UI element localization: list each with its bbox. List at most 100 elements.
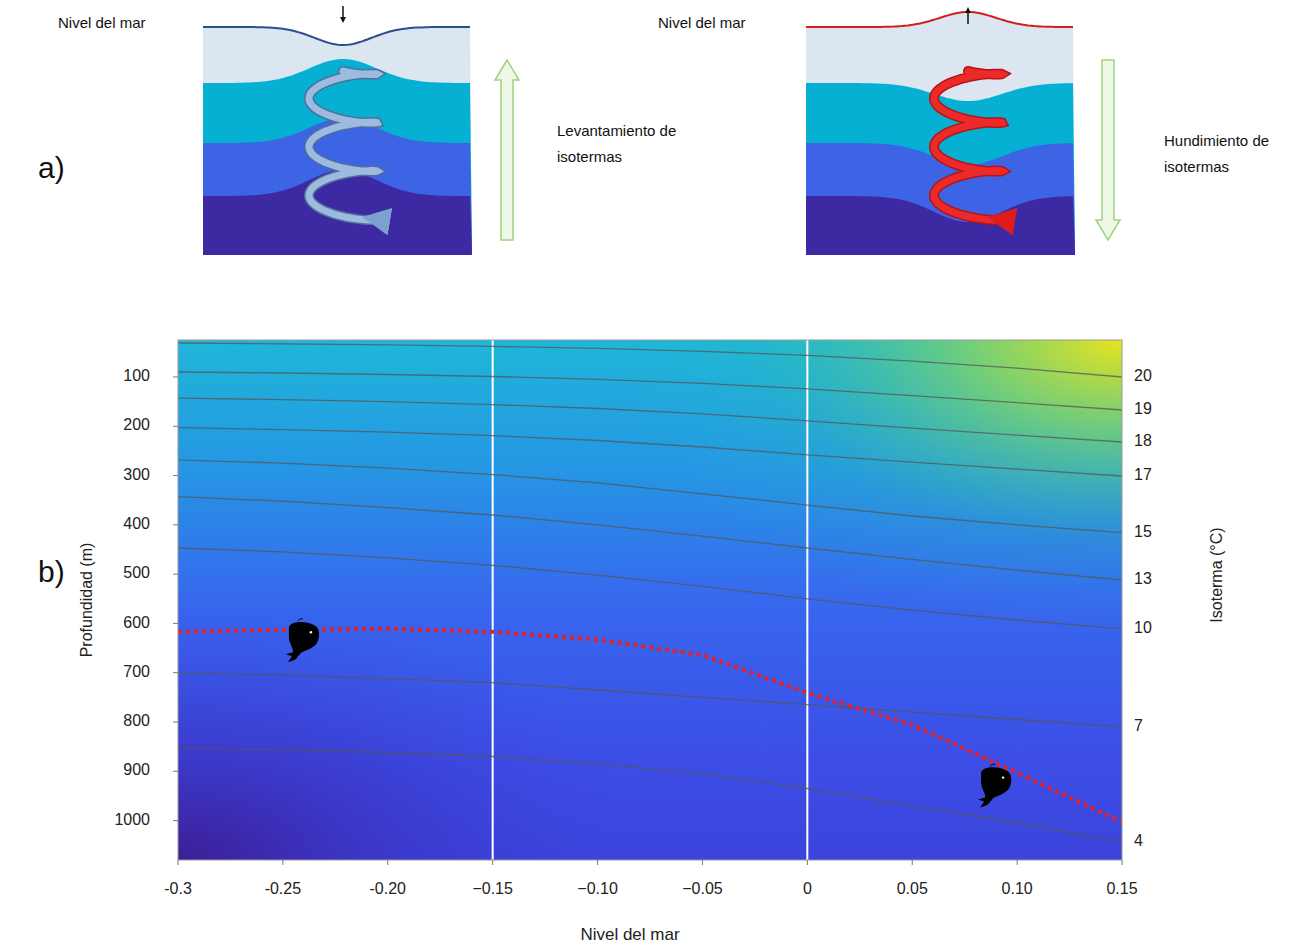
y-tick-label: 300 [123, 466, 150, 483]
x-tick-label: −0.15 [472, 880, 513, 897]
whale-spout [298, 619, 303, 622]
y-tick [173, 771, 178, 772]
y-tick [173, 376, 178, 377]
caption-line: isotermas [1164, 158, 1229, 175]
x-tick [1017, 860, 1018, 865]
isotherm-label: 10 [1134, 619, 1152, 636]
x-tick [702, 860, 703, 865]
x-tick [282, 860, 283, 865]
y-tick-label: 800 [123, 712, 150, 729]
isotherm-label: 18 [1134, 432, 1152, 449]
x-tick-label: 0 [803, 880, 812, 897]
isotherm-arrow [1096, 60, 1120, 240]
caption-line: Levantamiento de [557, 122, 676, 139]
x-tick [912, 860, 913, 865]
sea-level-label: Nivel del mar [58, 14, 146, 31]
reference-line [806, 340, 808, 860]
whale-body [286, 622, 319, 662]
sea-arrow [967, 10, 969, 24]
whale-eye [1002, 776, 1004, 778]
whale-spout [990, 764, 995, 767]
x-tick [492, 860, 493, 865]
panel-label: a) [38, 151, 65, 184]
sea-arrow [342, 6, 344, 20]
sea-surface [806, 12, 1073, 27]
caption: Levantamiento de isotermas [557, 122, 676, 165]
y-tick-label: 500 [123, 564, 150, 581]
x-axis-title: Nivel del mar [580, 925, 680, 944]
isotherm-line [178, 548, 1122, 629]
isotherm-label: 19 [1134, 400, 1152, 417]
x-tick [807, 860, 808, 865]
x-tick [178, 860, 179, 865]
x-tick-label: 0.15 [1106, 880, 1137, 897]
isotherm-line [178, 372, 1122, 410]
eddy-outline [309, 71, 377, 220]
caption-line: Hundimiento de [1164, 132, 1269, 149]
isotherm-label: 20 [1134, 367, 1152, 384]
x-tick [387, 860, 388, 865]
plot-data [178, 340, 1122, 860]
diagram-left [203, 6, 519, 255]
y-tick [173, 574, 178, 575]
eddy-spiral [934, 71, 1002, 220]
x-tick [1122, 860, 1123, 865]
y-tick-label: 600 [123, 614, 150, 631]
plot-background [178, 340, 1122, 860]
y-tick-label: 1000 [114, 811, 150, 828]
isotherm-line [178, 343, 1122, 377]
x-tick [597, 860, 598, 865]
x-tick-label: 0.05 [897, 880, 928, 897]
water-layer [203, 27, 472, 255]
eddy-outline [934, 71, 1002, 220]
y-tick [173, 820, 178, 821]
y-tick [173, 426, 178, 427]
y-tick [173, 475, 178, 476]
y-tick-label: 900 [123, 761, 150, 778]
x-tick-label: −0.10 [577, 880, 618, 897]
sea-level-label: Nivel del mar [658, 14, 746, 31]
panel-label: b) [38, 555, 65, 588]
caption-line: isotermas [557, 148, 622, 165]
isotherm-line [178, 398, 1122, 442]
x-tick-label: 0.10 [1002, 880, 1033, 897]
x-tick-label: -0.25 [265, 880, 302, 897]
x-tick-label: −0.05 [682, 880, 723, 897]
caption: Hundimiento de isotermas [1164, 132, 1269, 175]
isotherm-line [178, 460, 1122, 533]
whale-body [978, 767, 1011, 807]
y-tick [173, 623, 178, 624]
y-axis-title: Profundidad (m) [78, 543, 95, 658]
water-layer [806, 12, 1075, 255]
y-tick [173, 524, 178, 525]
y-tick-label: 700 [123, 663, 150, 680]
isotherm-label: 4 [1134, 832, 1143, 849]
y-tick-label: 100 [123, 367, 150, 384]
water-layer [203, 59, 472, 255]
y2-axis-title: Isoterma (°C) [1208, 527, 1225, 622]
y-tick-label: 200 [123, 416, 150, 433]
eddy-spiral [309, 71, 377, 220]
reference-line [492, 340, 494, 860]
figure: a) Nivel del mar Levantamiento de isotermas… [0, 0, 1294, 951]
isotherm-line [178, 673, 1122, 727]
plot-background [178, 340, 1122, 860]
isotherm-line [178, 497, 1122, 580]
diagram-right [806, 10, 1120, 255]
y-tick [173, 721, 178, 722]
isotherm-arrow [495, 60, 519, 240]
x-tick-label: -0.20 [370, 880, 407, 897]
habitat-line [178, 629, 1122, 822]
y-tick-label: 400 [123, 515, 150, 532]
isotherm-label: 7 [1134, 717, 1143, 734]
water-layer [203, 118, 472, 255]
whale-marker [286, 619, 319, 663]
isotherm-label: 13 [1134, 570, 1152, 587]
plot-background [178, 340, 1122, 860]
isotherm-label: 17 [1134, 466, 1152, 483]
isotherm-line [178, 748, 1122, 842]
isotherm-line [178, 428, 1122, 476]
sea-surface [203, 27, 470, 45]
whale-eye [310, 631, 312, 633]
y-tick [173, 672, 178, 673]
